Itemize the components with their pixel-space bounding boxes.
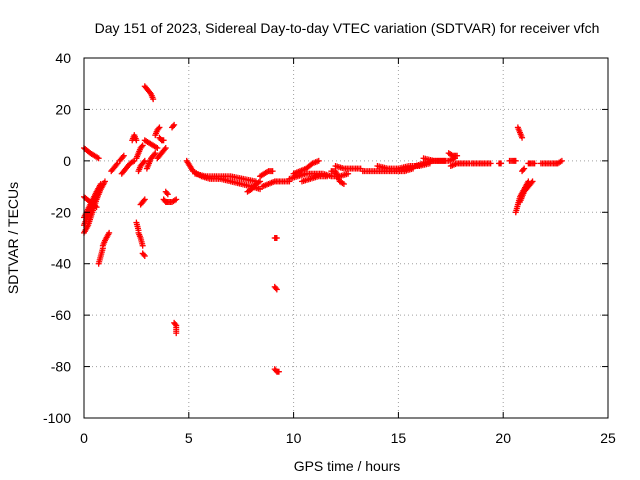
x-tick-label: 10 [286, 430, 302, 446]
data-point [139, 142, 146, 149]
data-point [558, 157, 565, 164]
data-point [441, 157, 448, 164]
data-point [120, 152, 127, 159]
data-point [113, 161, 120, 168]
data-point [141, 253, 148, 259]
data-point [154, 145, 161, 151]
data-point [340, 181, 347, 187]
data-point [138, 143, 145, 150]
data-point [95, 155, 102, 162]
data-point [106, 229, 113, 236]
data-point [498, 160, 505, 167]
y-axis-title: SDTVAR / TECUs [5, 182, 21, 294]
y-tick-label: -20 [51, 204, 71, 220]
data-point [512, 157, 519, 164]
grid [84, 58, 608, 418]
y-tick-label: -80 [51, 359, 71, 375]
data-point [155, 125, 162, 132]
data-point [315, 157, 322, 164]
data-point [152, 150, 159, 157]
data-point [345, 170, 352, 177]
x-tick-label: 0 [80, 430, 88, 446]
data-point [273, 286, 280, 293]
data-point [487, 160, 494, 167]
data-point [133, 137, 140, 144]
x-tick-label: 15 [391, 430, 407, 446]
y-tick-label: 20 [55, 101, 71, 117]
data-point [529, 178, 536, 185]
x-tick-label: 5 [185, 430, 193, 446]
data-point [161, 146, 168, 153]
data-point [139, 242, 146, 249]
data-point [531, 160, 538, 167]
x-axis-title: GPS time / hours [294, 458, 401, 474]
y-tick-label: -100 [43, 410, 71, 426]
x-tick-label: 20 [495, 430, 511, 446]
data-point [273, 235, 280, 241]
data-point [150, 96, 157, 103]
data-point [140, 251, 147, 258]
axis-ticks: 0 5 10 15 20 25 -100 -80 -60 -40 -20 0 20 40 [43, 50, 616, 446]
data-point [164, 191, 171, 198]
data-point [160, 137, 167, 144]
data-point [169, 124, 176, 131]
data-point [140, 197, 147, 204]
data-point [520, 166, 527, 173]
data-point [269, 168, 276, 175]
data-points [81, 83, 565, 375]
data-point [172, 321, 179, 328]
data-point [528, 179, 535, 186]
data-point [119, 154, 126, 160]
data-point [140, 159, 147, 166]
y-tick-label: 40 [55, 50, 71, 66]
data-point [162, 145, 169, 151]
data-point [521, 165, 528, 172]
data-point [156, 124, 163, 131]
data-point [324, 173, 331, 180]
data-point [173, 330, 180, 337]
y-tick-label: 0 [63, 153, 71, 169]
data-point [97, 181, 104, 187]
data-point [454, 152, 461, 159]
data-point [101, 178, 108, 185]
data-point [173, 196, 180, 203]
data-point [163, 190, 170, 196]
y-tick-label: -60 [51, 307, 71, 323]
data-point [519, 134, 526, 141]
plot-frame [83, 57, 609, 419]
data-point [275, 368, 282, 375]
data-point [170, 123, 177, 130]
x-tick-label: 25 [600, 430, 616, 446]
data-point [272, 285, 279, 292]
data-point [141, 196, 148, 203]
data-point [141, 157, 148, 164]
data-point [151, 151, 158, 158]
y-tick-label: -40 [51, 256, 71, 272]
chart-title: Day 151 of 2023, Sidereal Day-to-day VTE… [95, 20, 600, 36]
data-point [257, 178, 264, 185]
